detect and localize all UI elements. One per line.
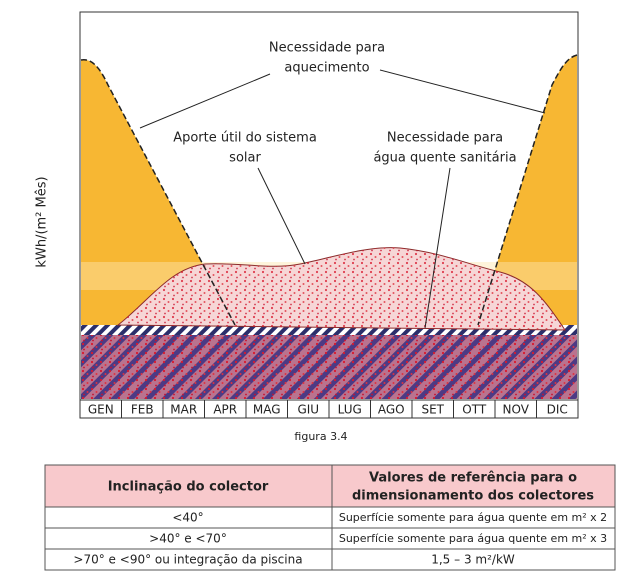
- table-cell: 1,5 – 3 m²/kW: [431, 553, 515, 567]
- month-label: NOV: [503, 403, 530, 417]
- table-cell: <40°: [172, 511, 203, 525]
- table-cell: Superfície somente para água quente em m…: [339, 511, 607, 524]
- table-header-cell: dimensionamento dos colectores: [352, 489, 594, 504]
- annotation: Necessidade para: [269, 41, 385, 56]
- month-label: FEB: [131, 403, 154, 417]
- month-label: APR: [213, 403, 237, 417]
- month-label: MAG: [253, 403, 281, 417]
- heating-right: [478, 55, 577, 325]
- leader: [257, 167, 306, 265]
- solar-dots: [118, 247, 565, 330]
- table-cell: Superfície somente para água quente em m…: [339, 532, 607, 545]
- heating-left: [81, 59, 235, 325]
- base-dots: [81, 335, 577, 399]
- month-label: LUG: [338, 403, 362, 417]
- table-cell: >40° e <70°: [149, 532, 227, 546]
- table-header: [45, 465, 615, 507]
- table-border: [44, 464, 616, 571]
- chart: Necessidade para aquecimento Aporte útil…: [35, 11, 579, 443]
- month-label: MAR: [170, 403, 197, 417]
- caption: figura 3.4: [294, 430, 347, 443]
- table-header-cell: Inclinação do colector: [108, 480, 269, 495]
- month-label: SET: [421, 403, 444, 417]
- annotation: Necessidade para: [387, 131, 503, 146]
- table: Inclinação do colector Valores de referê…: [44, 464, 616, 571]
- annotation: água quente sanitária: [373, 151, 516, 166]
- month-label: GIU: [297, 403, 319, 417]
- leader: [424, 167, 451, 329]
- heating-edge: [477, 54, 578, 326]
- month-label: GEN: [88, 403, 114, 417]
- annotation: Aporte útil do sistema: [173, 131, 317, 146]
- table-cell: >70° e <90° ou integração da piscina: [73, 553, 302, 567]
- y-axis-label: kWh/(m² Mês): [35, 176, 50, 267]
- month-label: OTT: [462, 403, 487, 417]
- leader: [379, 69, 546, 114]
- annotation: solar: [229, 151, 261, 166]
- heating-edge: [80, 59, 236, 326]
- month-label: AGO: [378, 403, 405, 417]
- table-header-cell: Valores de referência para o: [369, 471, 577, 486]
- month-row: GEN FEB MAR APR MAG GIU LUG AGO SET OTT NOV DIC: [79, 399, 579, 419]
- annotation: aquecimento: [284, 61, 369, 76]
- leader: [139, 73, 271, 129]
- month-label: DIC: [547, 403, 568, 417]
